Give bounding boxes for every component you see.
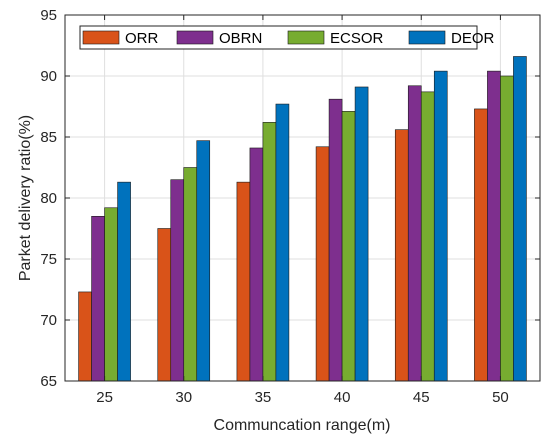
legend-swatch-obrn xyxy=(176,30,214,45)
bar-ecsor xyxy=(341,111,356,382)
bar-deor xyxy=(196,140,211,382)
plot-frame xyxy=(64,14,541,382)
y-tick-label: 90 xyxy=(40,68,57,85)
bar-ecsor xyxy=(420,91,435,382)
bar-obrn xyxy=(487,70,501,382)
bar-ecsor xyxy=(262,122,277,382)
legend-label-obrn: OBRN xyxy=(219,30,262,47)
legend: ORR OBRN ECSOR DEOR xyxy=(79,25,495,50)
x-tick-label: 40 xyxy=(334,389,351,406)
y-tick-label: 65 xyxy=(40,373,57,390)
y-tick-label: 95 xyxy=(40,7,57,24)
bar-obrn xyxy=(170,179,185,382)
axis-ticks: 65 70 75 80 85 90 95 25 30 35 40 45 50 xyxy=(40,7,540,406)
x-axis-title: Communcation range(m) xyxy=(214,417,391,434)
bars xyxy=(78,56,527,382)
bar-ecsor xyxy=(183,167,198,382)
y-tick-label: 75 xyxy=(40,251,57,268)
x-tick-label: 45 xyxy=(413,389,430,406)
bar-orr xyxy=(394,129,409,382)
bar-deor xyxy=(433,70,448,382)
x-tick-label: 25 xyxy=(96,389,113,406)
legend-label-deor: DEOR xyxy=(451,30,495,47)
bar-obrn xyxy=(249,147,264,382)
bar-orr xyxy=(78,291,92,382)
x-tick-label: 35 xyxy=(255,389,272,406)
y-tick-label: 70 xyxy=(40,312,57,329)
bar-deor xyxy=(354,86,369,382)
bar-orr xyxy=(474,108,488,382)
x-tick-label: 50 xyxy=(492,389,509,406)
y-tick-label: 80 xyxy=(40,190,57,207)
legend-swatch-orr xyxy=(82,30,120,45)
bar-obrn xyxy=(328,98,343,382)
bar-obrn xyxy=(91,216,105,382)
legend-label-orr: ORR xyxy=(125,30,159,47)
bar-ecsor xyxy=(104,207,118,382)
bar-deor xyxy=(513,56,527,382)
bar-obrn xyxy=(407,85,422,382)
bar-orr xyxy=(315,146,330,382)
y-axis-title: Parket delivery ratio(%) xyxy=(17,115,34,281)
legend-swatch-deor xyxy=(408,30,446,45)
bar-orr xyxy=(157,228,172,382)
y-tick-label: 85 xyxy=(40,129,57,146)
bar-orr xyxy=(236,181,251,382)
bar-ecsor xyxy=(500,75,514,382)
legend-label-ecsor: ECSOR xyxy=(330,30,384,47)
bar-deor xyxy=(275,103,290,382)
x-tick-label: 30 xyxy=(175,389,192,406)
bar-deor xyxy=(117,181,131,382)
legend-swatch-ecsor xyxy=(287,30,325,45)
